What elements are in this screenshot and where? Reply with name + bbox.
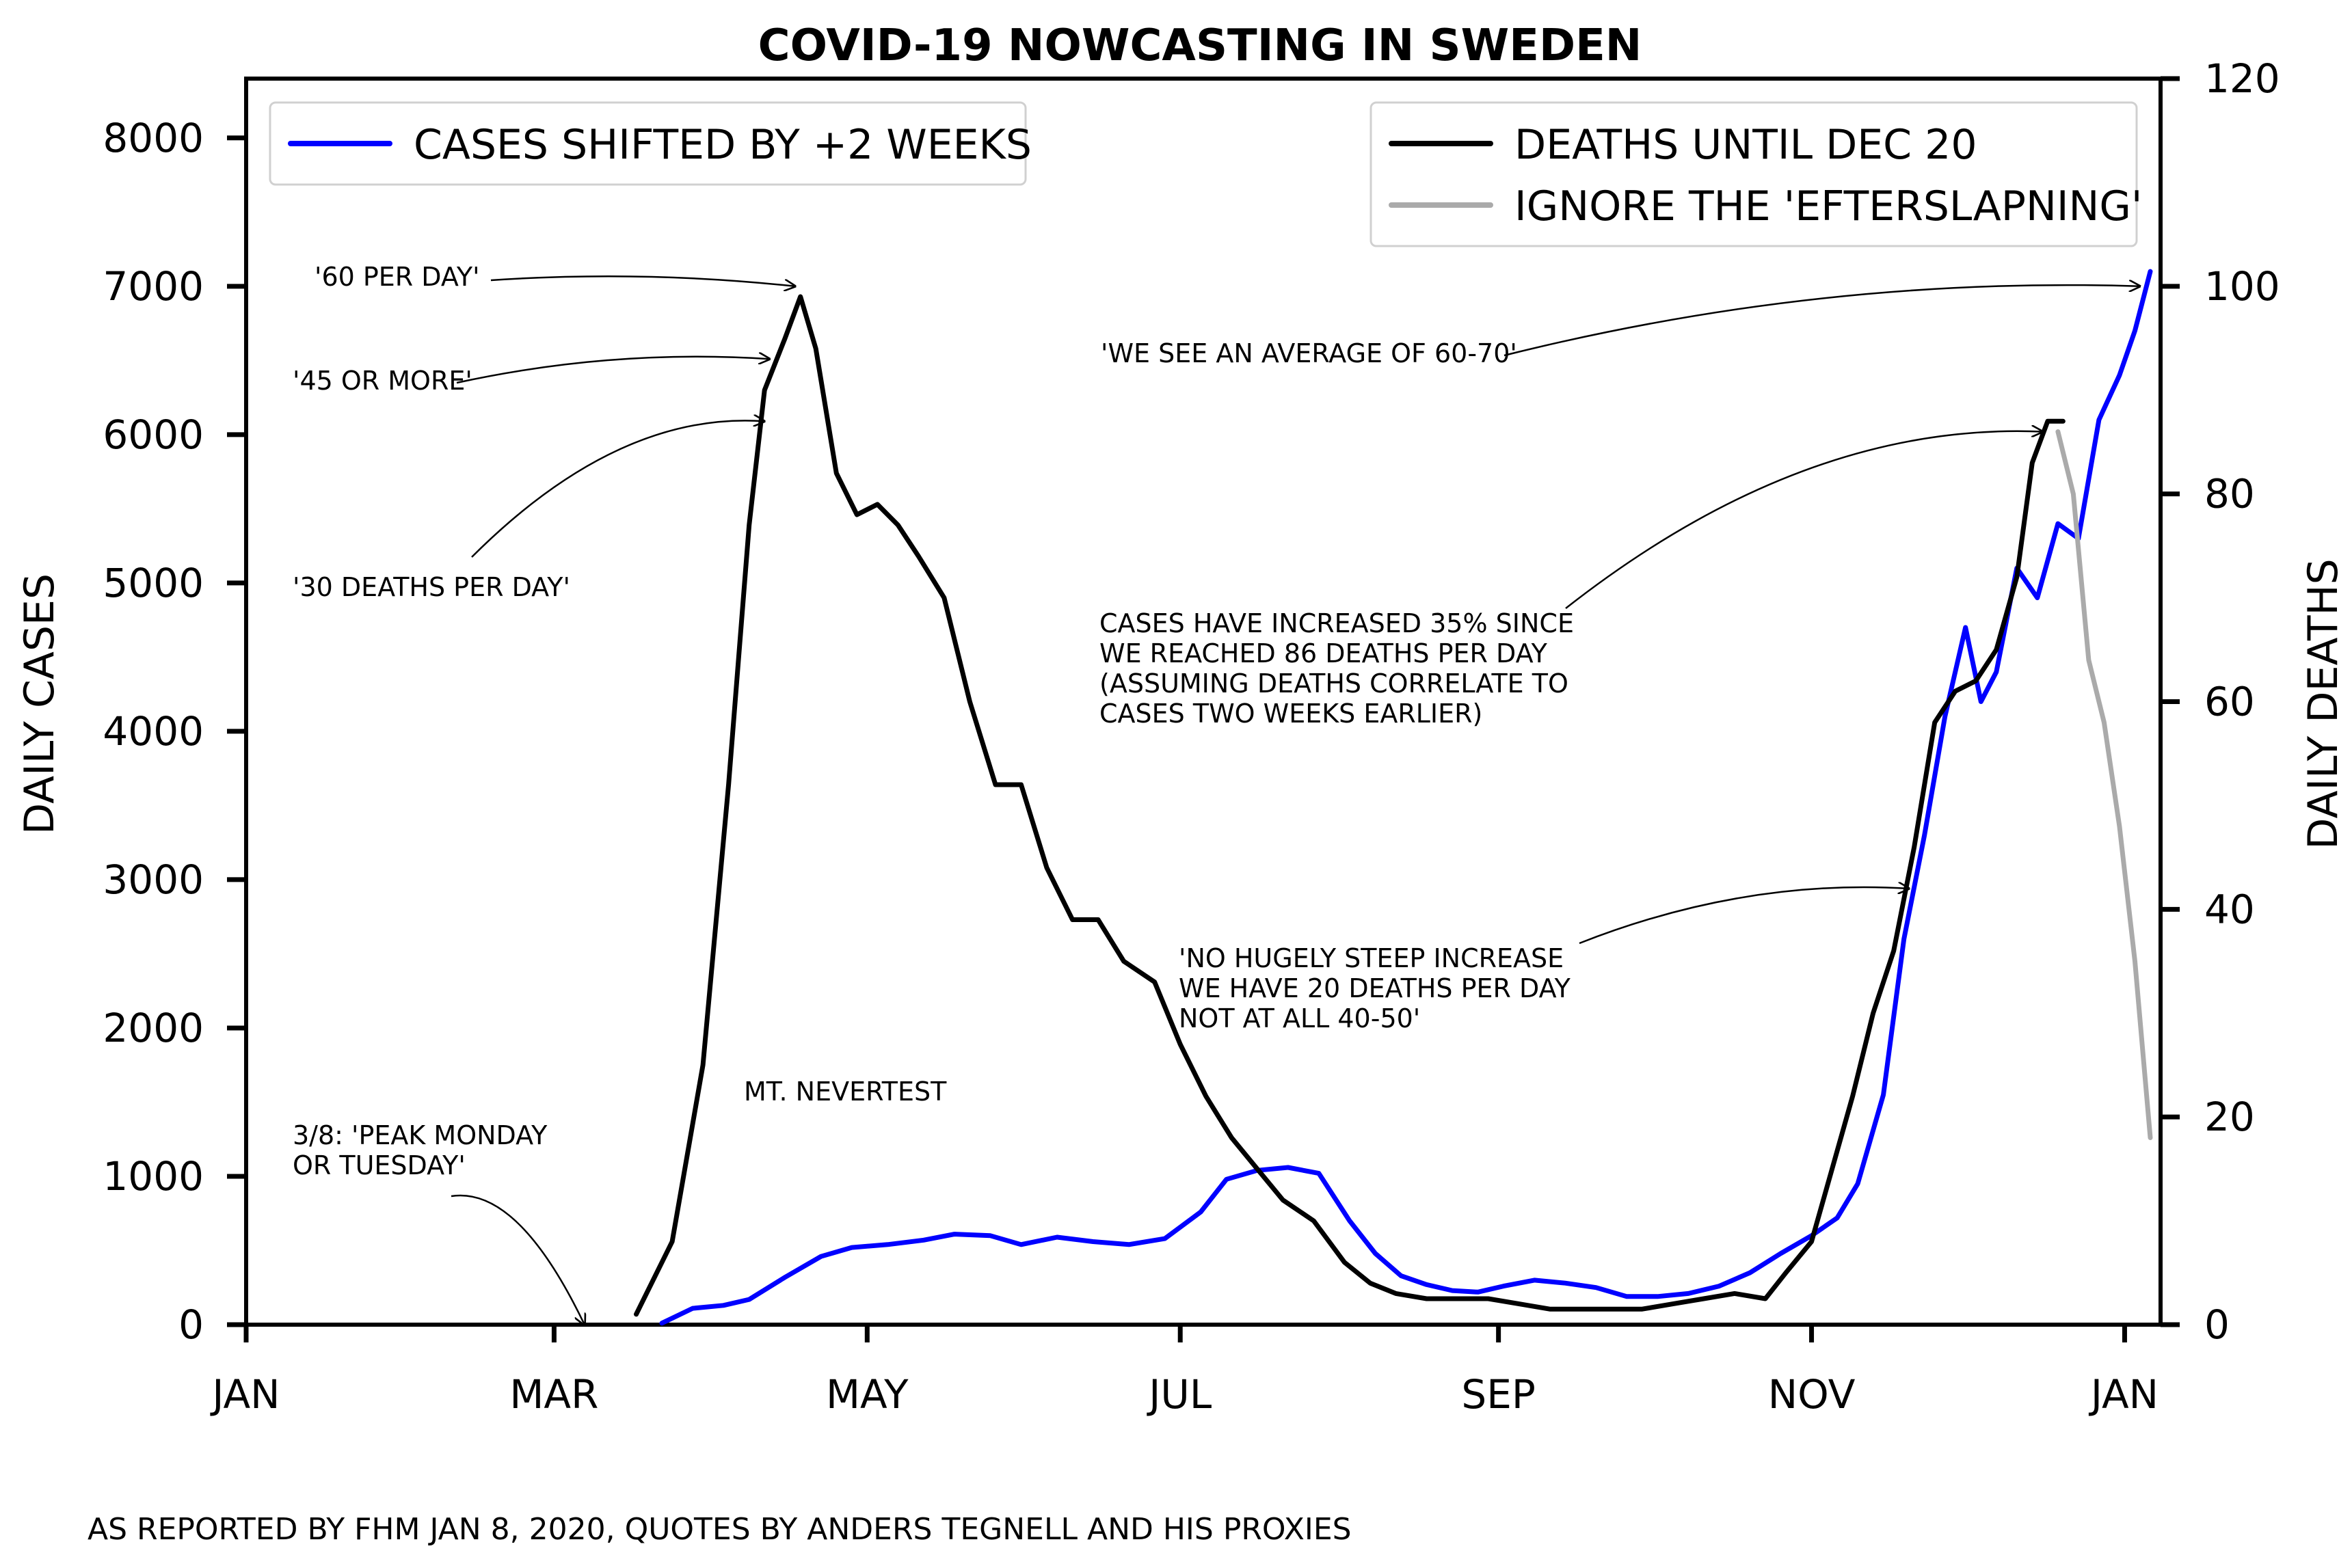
left-tick-label: 0 [178, 1301, 204, 1348]
legend-label: DEATHS UNTIL DEC 20 [1514, 121, 1977, 169]
footnote: AS REPORTED BY FHM JAN 8, 2020, QUOTES B… [88, 1512, 1352, 1547]
right-tick-label: 80 [2204, 471, 2255, 517]
legend-label: CASES SHIFTED BY +2 WEEKS [414, 121, 1032, 169]
annotation-text: '45 OR MORE' [293, 366, 472, 396]
series-line-0 [659, 269, 2153, 1326]
x-tick-label: MAR [509, 1371, 598, 1418]
annotation-text: (ASSUMING DEATHS CORRELATE TO [1099, 668, 1568, 699]
annotation-text: WE HAVE 20 DEATHS PER DAY [1179, 973, 1571, 1003]
annotation-arrow [1579, 887, 1909, 945]
legend-frame [269, 101, 1027, 186]
annotation-text: NOT AT ALL 40-50' [1179, 1003, 1420, 1033]
legend-frame [1369, 101, 2138, 247]
x-tick-label: JAN [210, 1371, 280, 1418]
x-tick-label: MAY [826, 1371, 909, 1418]
chart-title: COVID-19 NOWCASTING IN SWEDEN [758, 21, 1642, 71]
legend-cases: CASES SHIFTED BY +2 WEEKS [269, 101, 1032, 186]
left-tick-label: 4000 [103, 708, 204, 755]
x-axis-ticks: JAN MAR MAY JUL SEP NOV JAN [210, 1325, 2159, 1418]
right-tick-label: 0 [2204, 1301, 2230, 1348]
left-tick-label: 5000 [103, 560, 204, 606]
left-tick-label: 3000 [103, 856, 204, 903]
left-tick-label: 7000 [103, 263, 204, 310]
left-tick-label: 1000 [103, 1153, 204, 1200]
series-layer [634, 269, 2153, 1326]
annotation-text: CASES HAVE INCREASED 35% SINCE [1099, 608, 1574, 638]
right-axis-ticks: 0 20 40 60 80 100 120 [2161, 55, 2280, 1348]
left-tick-label: 8000 [103, 115, 204, 161]
series-line-2 [2055, 429, 2153, 1140]
series-line-1 [634, 294, 2066, 1317]
annotation-text: '30 DEATHS PER DAY' [293, 572, 570, 602]
legend-label: IGNORE THE 'EFTERSLAPNING' [1514, 183, 2142, 230]
annotation-arrow [451, 1194, 585, 1325]
right-tick-label: 60 [2204, 679, 2255, 725]
x-tick-label: SEP [1461, 1371, 1535, 1418]
right-tick-label: 20 [2204, 1094, 2255, 1140]
annotation-text: MT. NEVERTEST [744, 1077, 947, 1107]
annotation-arrow [1565, 431, 2042, 609]
left-tick-label: 2000 [103, 1005, 204, 1051]
annotation-text: 3/8: 'PEAK MONDAY [293, 1120, 548, 1150]
left-axis-ticks: 0 1000 2000 3000 4000 5000 6000 7000 8000 [103, 115, 246, 1348]
annotation-text: CASES TWO WEEKS EARLIER) [1099, 699, 1482, 729]
right-tick-label: 100 [2204, 263, 2280, 310]
annotation-text: OR TUESDAY' [293, 1150, 466, 1180]
legend-deaths: DEATHS UNTIL DEC 20 IGNORE THE 'EFTERSLAP… [1369, 101, 2142, 247]
annotation-arrow [471, 420, 764, 558]
left-axis-label: DAILY CASES [16, 573, 64, 835]
annotation-arrow [456, 357, 769, 384]
annotation-text: WE REACHED 86 DEATHS PER DAY [1099, 638, 1548, 668]
right-tick-label: 40 [2204, 886, 2255, 932]
annotations: '60 PER DAY' '45 OR MORE' '30 DEATHS PER D… [293, 262, 2140, 1325]
annotation-arrow [490, 275, 795, 286]
annotation-text: '60 PER DAY' [315, 262, 480, 292]
right-axis-label: DAILY DEATHS [2299, 558, 2347, 849]
annotation-text: 'WE SEE AN AVERAGE OF 60-70' [1101, 338, 1517, 368]
right-tick-label: 120 [2204, 55, 2280, 102]
x-tick-label: JUL [1147, 1371, 1212, 1418]
x-tick-label: JAN [2089, 1371, 2159, 1418]
annotation-text: 'NO HUGELY STEEP INCREASE [1179, 943, 1564, 973]
left-tick-label: 6000 [103, 411, 204, 458]
annotation-arrow [1504, 285, 2140, 357]
x-tick-label: NOV [1768, 1371, 1856, 1418]
